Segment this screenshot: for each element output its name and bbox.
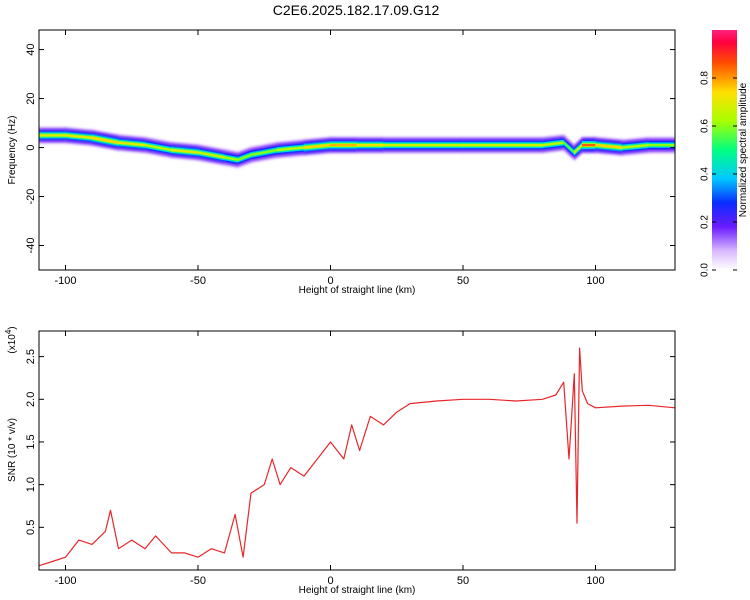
x-tick-label: 100 (586, 575, 604, 587)
y-tick-label: 1.0 (25, 477, 37, 492)
y-tick-label: 0 (25, 144, 37, 150)
x-tick-label: 0 (327, 275, 333, 287)
snr-frame (38, 330, 676, 571)
colorbar: 0.0 0.2 0.4 0.6 0.8 Normalized spectral ampl… (700, 30, 749, 277)
ridge-band-segment (648, 144, 675, 147)
colorbar-label: Normalized spectral amplitude (738, 82, 749, 217)
x-tick-label: -100 (54, 275, 76, 287)
x-tick-label: 100 (586, 275, 604, 287)
spectrogram-x-axis-label: Height of straight line (km) (299, 285, 416, 296)
x-tick-label: -50 (190, 575, 206, 587)
x-tick-label: -50 (190, 275, 206, 287)
spectrogram-panel: -100 -50 0 50 100 40 20 0 -20 -40 Height of stra… (7, 29, 676, 296)
spectrogram-frame (38, 29, 676, 271)
colorbar-tick-label: 0.4 (700, 167, 711, 181)
spectrogram-y-axis-label: Frequency (Hz) (7, 116, 18, 185)
y-tick-label: -20 (25, 189, 37, 205)
colorbar-gradient (712, 30, 737, 270)
snr-y-ticks: 0.5 1.0 1.5 2.0 2.5 (25, 349, 675, 535)
snr-line (39, 347, 675, 567)
x-tick-label: 0 (327, 575, 333, 587)
ridge-band-segment (39, 134, 66, 137)
y-tick-label: 1.5 (25, 434, 37, 449)
y-tick-label: 2.5 (25, 349, 37, 364)
snr-panel: -100 -50 0 50 100 0.5 1.0 1.5 2.0 2.5 Height of … (4, 326, 676, 596)
y-tick-label: 0.5 (25, 520, 37, 535)
y-tick-label: -40 (25, 238, 37, 254)
snr-y-multiplier: (x104) (4, 326, 18, 353)
x-tick-label: 50 (457, 275, 469, 287)
ridge-band-segment (581, 144, 596, 147)
snr-x-axis-label: Height of straight line (km) (299, 585, 416, 596)
ridge-band-segment (330, 144, 358, 147)
y-tick-label: 40 (25, 43, 37, 55)
x-tick-label: 50 (457, 575, 469, 587)
spectrogram-x-ticks: -100 -50 0 50 100 (54, 30, 605, 287)
colorbar-tick-label: 0.0 (700, 263, 711, 277)
colorbar-ticks: 0.0 0.2 0.4 0.6 0.8 (700, 71, 737, 277)
snr-x-ticks: -100 -50 0 50 100 (54, 331, 605, 587)
spectrogram-y-ticks: 40 20 0 -20 -40 (25, 43, 675, 253)
colorbar-tick-label: 0.2 (700, 215, 711, 229)
colorbar-tick-label: 0.6 (700, 119, 711, 133)
ridge-band-segment (356, 144, 384, 147)
y-tick-label: 2.0 (25, 392, 37, 407)
ridge-band-segment (462, 144, 543, 147)
x-tick-label: -100 (54, 575, 76, 587)
y-tick-label: 20 (25, 92, 37, 104)
colorbar-tick-label: 0.8 (700, 71, 711, 85)
snr-series (39, 347, 675, 567)
snr-y-axis-label: SNR (10 * v/v) (7, 418, 18, 482)
spectrogram-ridge (39, 126, 675, 169)
chart-title: C2E6.2025.182.17.09.G12 (273, 2, 440, 18)
ridge-band-segment (383, 144, 464, 147)
